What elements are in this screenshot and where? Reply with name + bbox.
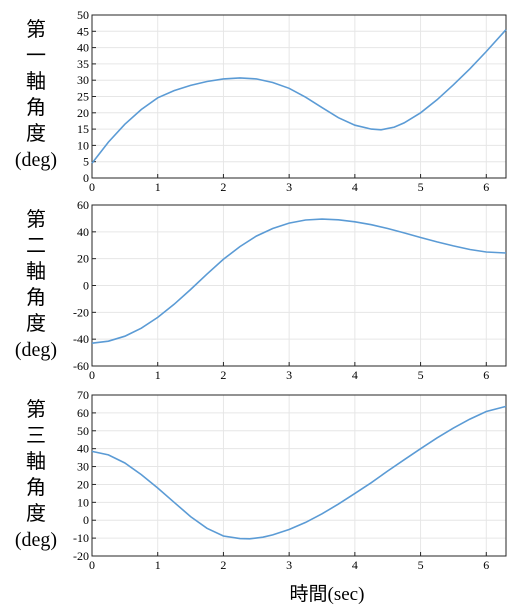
- y-axis-label-char: 第: [26, 18, 46, 41]
- x-axis-label: 時間(sec): [290, 583, 365, 605]
- x-tick-label: 5: [418, 558, 424, 572]
- y-tick-label: 45: [77, 24, 89, 38]
- y-axis-label-char: 度: [26, 122, 46, 145]
- y-tick-label: 30: [77, 460, 89, 474]
- y-axis-label-char: 軸: [26, 70, 46, 93]
- y-axis-label-char: 角: [26, 286, 46, 309]
- y-axis-label-char: 角: [26, 96, 46, 119]
- x-tick-label: 5: [418, 368, 424, 382]
- series-line: [91, 405, 507, 540]
- y-tick-label: 70: [77, 388, 89, 402]
- x-tick-label: 6: [483, 368, 489, 382]
- y-axis-label-char: 二: [26, 235, 46, 257]
- x-tick-label: 2: [220, 558, 226, 572]
- x-tick-label: 4: [352, 368, 358, 382]
- y-tick-label: 0: [83, 513, 89, 527]
- y-axis-label-char: 度: [26, 502, 46, 525]
- y-tick-label: 15: [77, 122, 89, 136]
- y-tick-label: -40: [73, 332, 89, 346]
- x-tick-label: 0: [89, 180, 95, 194]
- y-tick-label: -10: [73, 531, 89, 545]
- y-tick-label: 0: [83, 171, 89, 185]
- y-tick-label: -20: [73, 549, 89, 563]
- y-tick-label: 20: [77, 252, 89, 266]
- series-line: [91, 29, 507, 164]
- y-axis-label-char: 角: [26, 476, 46, 499]
- x-tick-label: 4: [352, 558, 358, 572]
- y-axis-label-char: 軸: [26, 450, 46, 473]
- y-tick-label: 40: [77, 225, 89, 239]
- y-tick-label: 60: [77, 198, 89, 212]
- y-tick-label: 35: [77, 57, 89, 71]
- y-axis-label-char: 第: [26, 398, 46, 421]
- x-tick-label: 6: [483, 558, 489, 572]
- y-axis-label-char: 度: [26, 312, 46, 335]
- x-tick-label: 6: [483, 180, 489, 194]
- y-axis-label-char: 軸: [26, 260, 46, 283]
- y-tick-label: 20: [77, 477, 89, 491]
- x-tick-label: 1: [155, 368, 161, 382]
- x-tick-label: 3: [286, 368, 292, 382]
- y-tick-label: 5: [83, 155, 89, 169]
- y-tick-label: 25: [77, 90, 89, 104]
- y-axis-label-char: 一: [26, 45, 46, 67]
- y-axis-label-char: (deg): [15, 529, 57, 551]
- x-tick-label: 3: [286, 558, 292, 572]
- x-tick-label: 1: [155, 180, 161, 194]
- x-tick-label: 4: [352, 180, 358, 194]
- y-axis-label-char: 第: [26, 208, 46, 231]
- y-tick-label: 10: [77, 138, 89, 152]
- y-axis-label-char: (deg): [15, 339, 57, 361]
- y-axis-label-char: 三: [26, 425, 46, 447]
- y-tick-label: 50: [77, 8, 89, 22]
- y-tick-label: -20: [73, 305, 89, 319]
- x-tick-label: 5: [418, 180, 424, 194]
- y-tick-label: 20: [77, 106, 89, 120]
- series-line: [91, 218, 507, 344]
- y-tick-label: 40: [77, 41, 89, 55]
- x-tick-label: 2: [220, 368, 226, 382]
- x-tick-label: 0: [89, 558, 95, 572]
- x-tick-label: 1: [155, 558, 161, 572]
- plot-frame: [91, 394, 507, 557]
- y-tick-label: 60: [77, 406, 89, 420]
- y-tick-label: -60: [73, 359, 89, 373]
- x-tick-label: 0: [89, 368, 95, 382]
- y-tick-label: 30: [77, 73, 89, 87]
- y-tick-label: 10: [77, 495, 89, 509]
- y-tick-label: 40: [77, 442, 89, 456]
- y-axis-label-char: (deg): [15, 149, 57, 171]
- y-tick-label: 50: [77, 424, 89, 438]
- x-tick-label: 3: [286, 180, 292, 194]
- x-tick-label: 2: [220, 180, 226, 194]
- y-tick-label: 0: [83, 279, 89, 293]
